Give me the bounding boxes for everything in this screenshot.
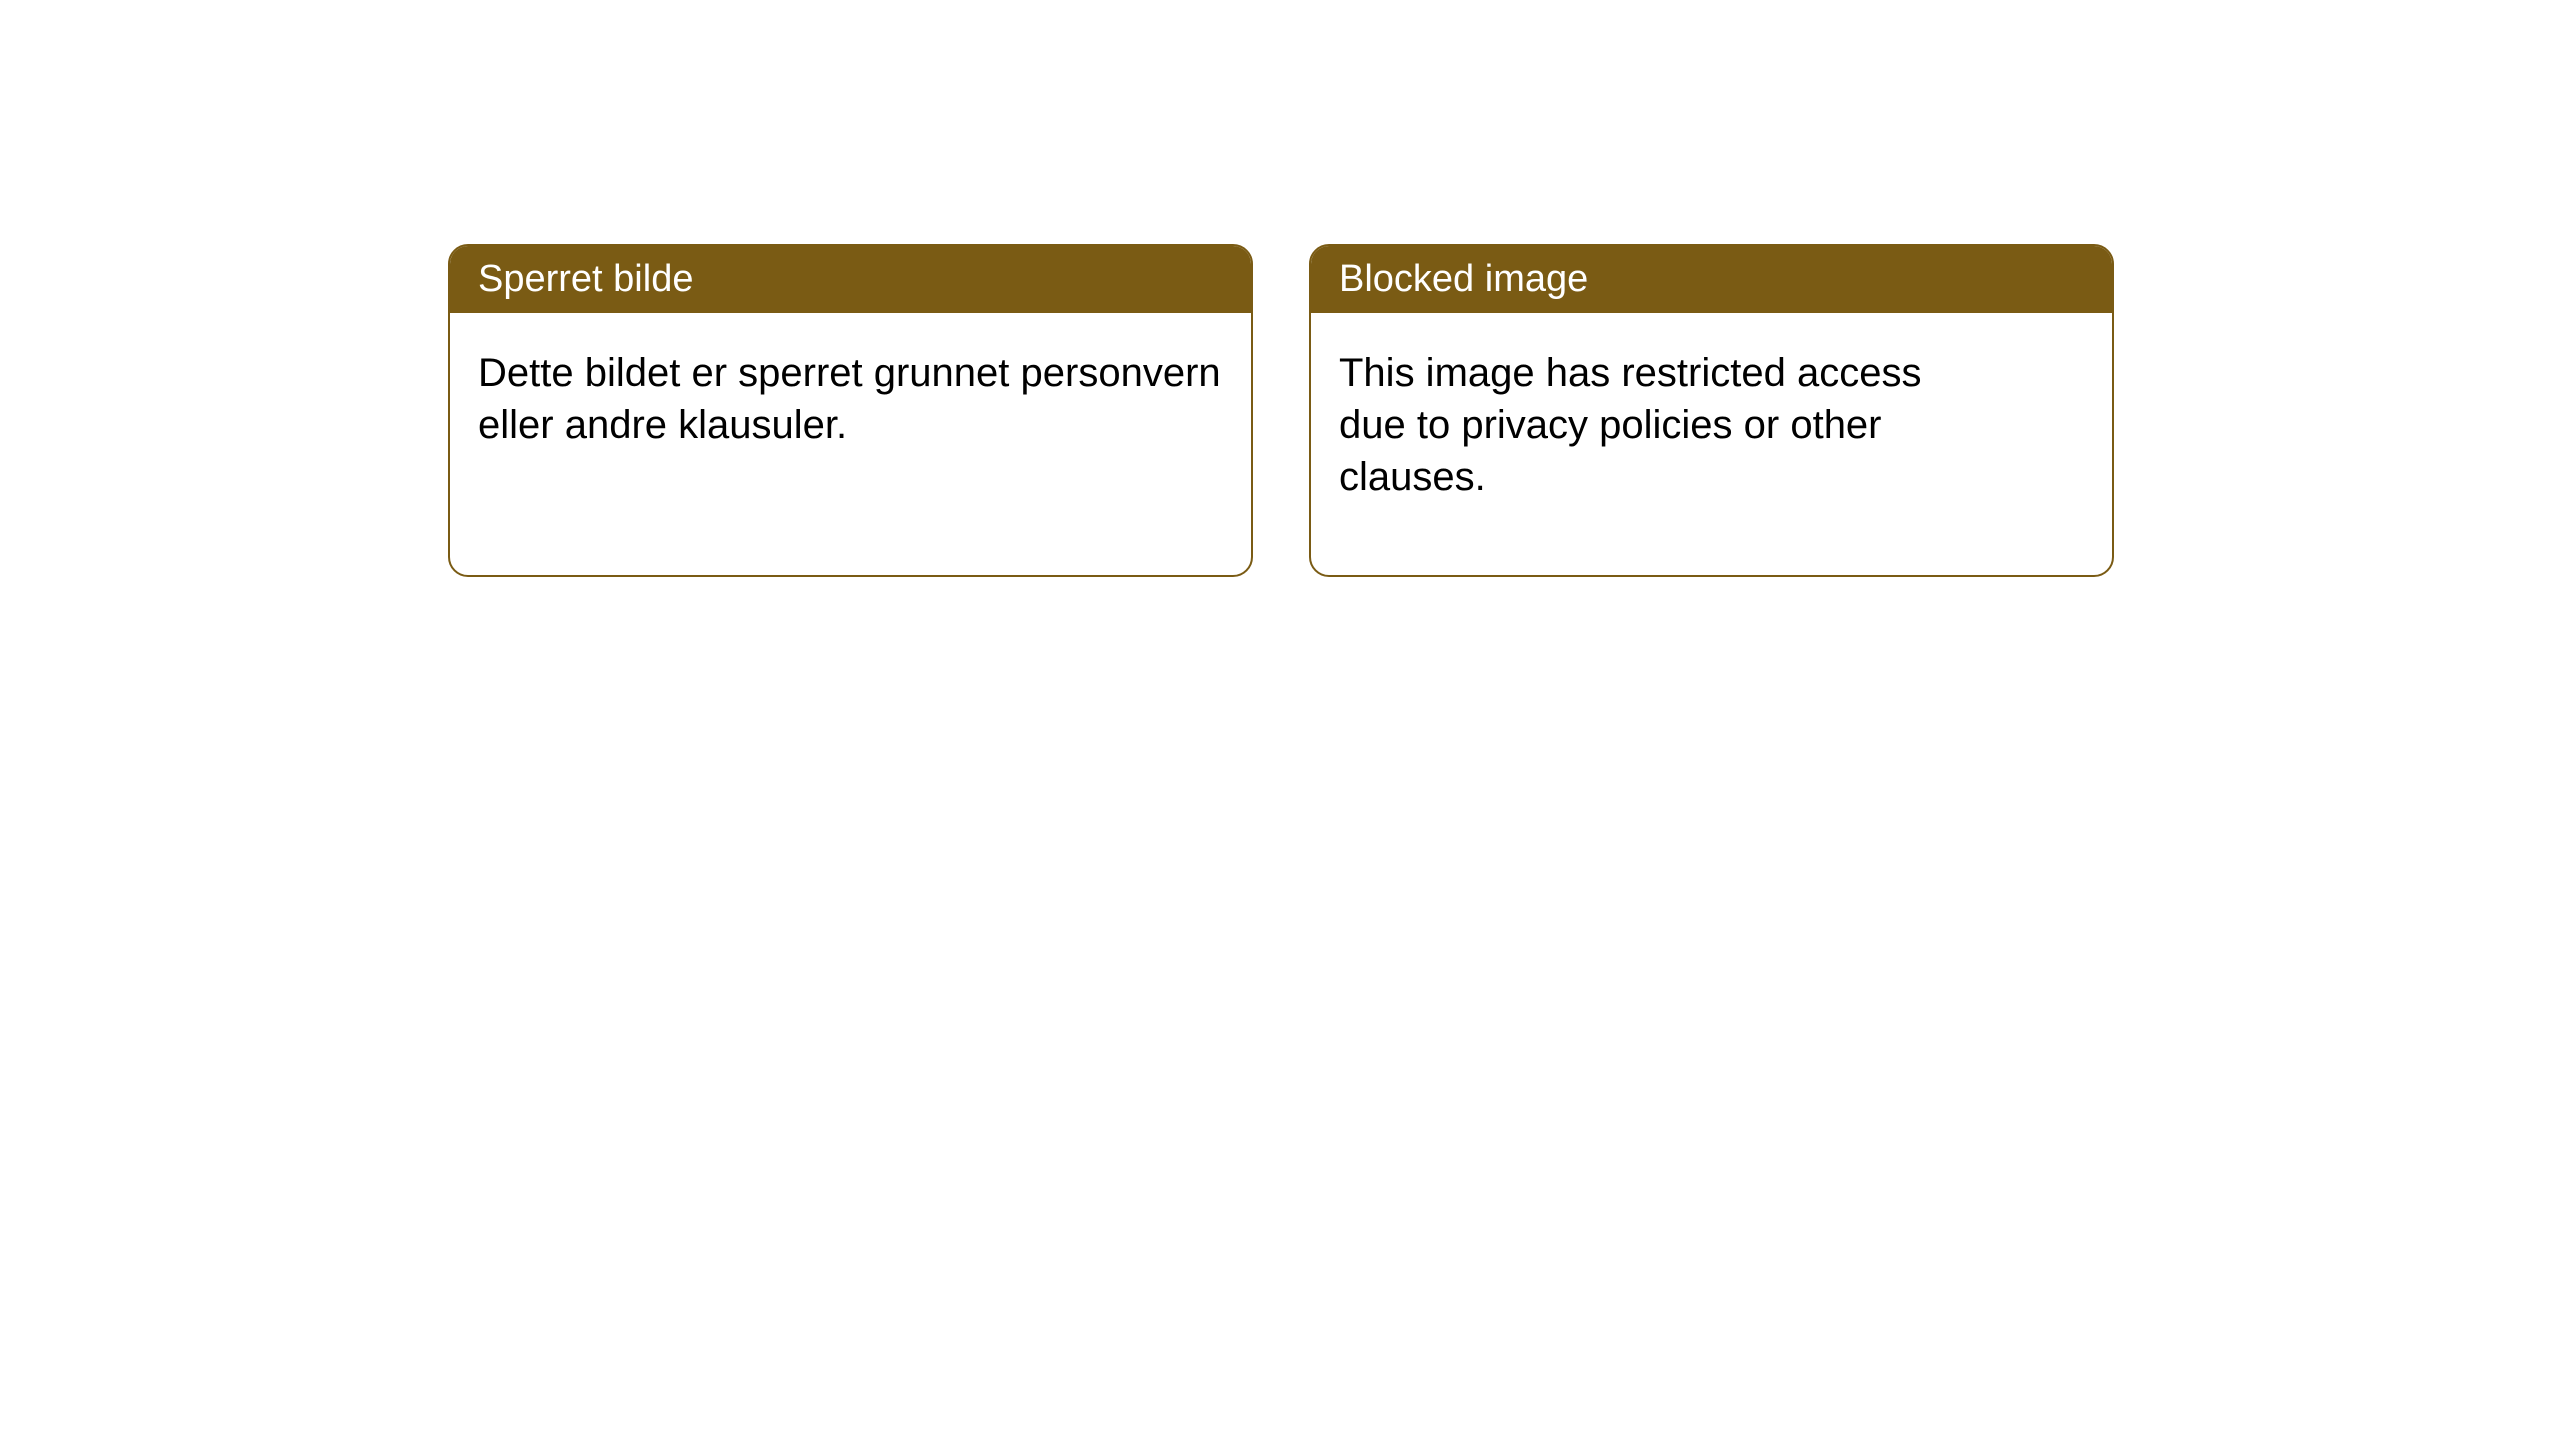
notice-card-english: Blocked image This image has restricted …	[1309, 244, 2114, 577]
notice-header-en: Blocked image	[1311, 246, 2112, 313]
notice-body-en: This image has restricted access due to …	[1311, 313, 2011, 575]
notice-card-norwegian: Sperret bilde Dette bildet er sperret gr…	[448, 244, 1253, 577]
notice-header-no: Sperret bilde	[450, 246, 1251, 313]
notice-container: Sperret bilde Dette bildet er sperret gr…	[0, 0, 2560, 577]
notice-body-no: Dette bildet er sperret grunnet personve…	[450, 313, 1251, 523]
